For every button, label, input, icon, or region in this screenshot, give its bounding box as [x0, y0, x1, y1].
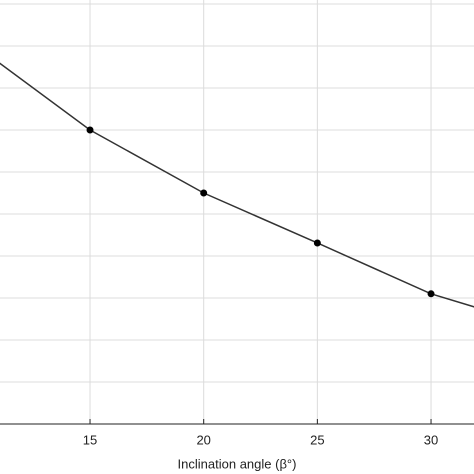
x-tick-label: 20: [196, 432, 210, 447]
x-axis-label: Inclination angle (β°): [178, 456, 297, 471]
data-line: [0, 62, 474, 308]
x-tick-label: 25: [310, 432, 324, 447]
data-point: [427, 290, 435, 298]
data-point: [200, 189, 208, 197]
x-tick-label: 30: [424, 432, 438, 447]
plot-area: [0, 62, 474, 308]
x-tick-label: 15: [83, 432, 97, 447]
data-point: [313, 239, 321, 247]
data-point: [86, 126, 94, 134]
